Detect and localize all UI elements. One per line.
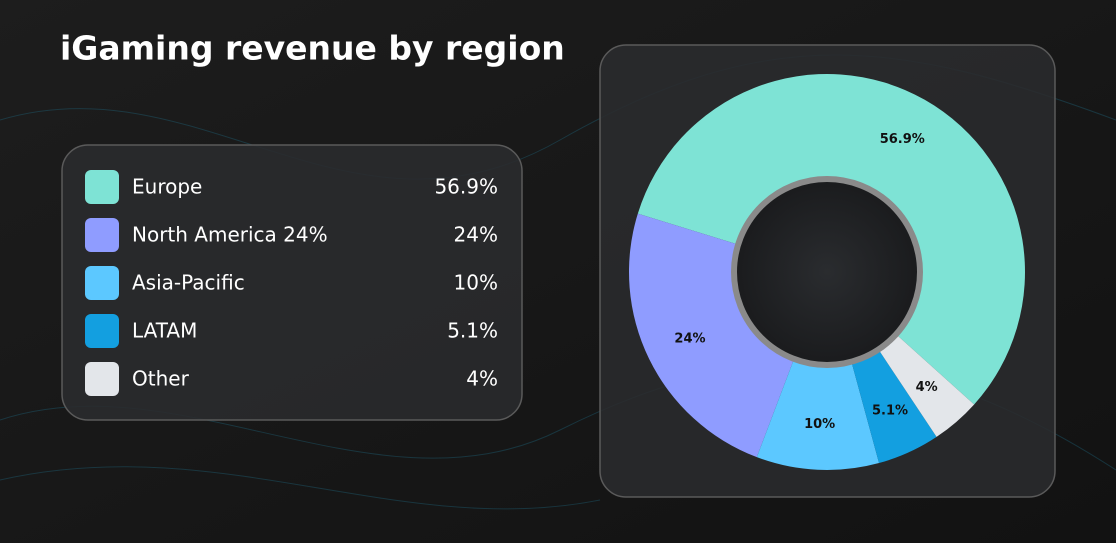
donut-hole [731, 176, 923, 368]
legend-swatch [85, 266, 119, 300]
legend-label: Europe [132, 175, 202, 199]
legend-swatch [85, 218, 119, 252]
data-label: 10% [804, 417, 835, 432]
legend-value: 5.1% [447, 319, 498, 343]
legend-value: 24% [454, 223, 498, 247]
donut-segment [879, 335, 975, 437]
legend-label: Asia-Pacific [132, 271, 245, 295]
donut-segment [628, 213, 794, 458]
donut-segment [756, 360, 880, 470]
data-label: 24% [674, 331, 705, 346]
chart-title: iGaming revenue by region [60, 29, 565, 68]
donut-segment [851, 351, 937, 464]
legend-label: Other [132, 367, 190, 391]
legend-label: LATAM [132, 319, 197, 343]
legend-swatch [85, 362, 119, 396]
legend-swatch [85, 314, 119, 348]
donut: 56.9% 24% 10% 5.1% 4% [628, 74, 1025, 470]
data-label: 5.1% [872, 403, 908, 418]
legend-value: 4% [466, 367, 498, 391]
donut-segment [637, 74, 1025, 405]
legend-value: 10% [454, 271, 498, 295]
data-label: 56.9% [880, 132, 925, 147]
legend: Europe 56.9% North America 24% 24% Asia-Paci… [85, 170, 498, 396]
legend-swatch [85, 170, 119, 204]
legend-value: 56.9% [434, 175, 498, 199]
legend-panel [61, 144, 523, 421]
legend-label: North America 24% [132, 223, 328, 247]
data-label: 4% [916, 380, 938, 395]
